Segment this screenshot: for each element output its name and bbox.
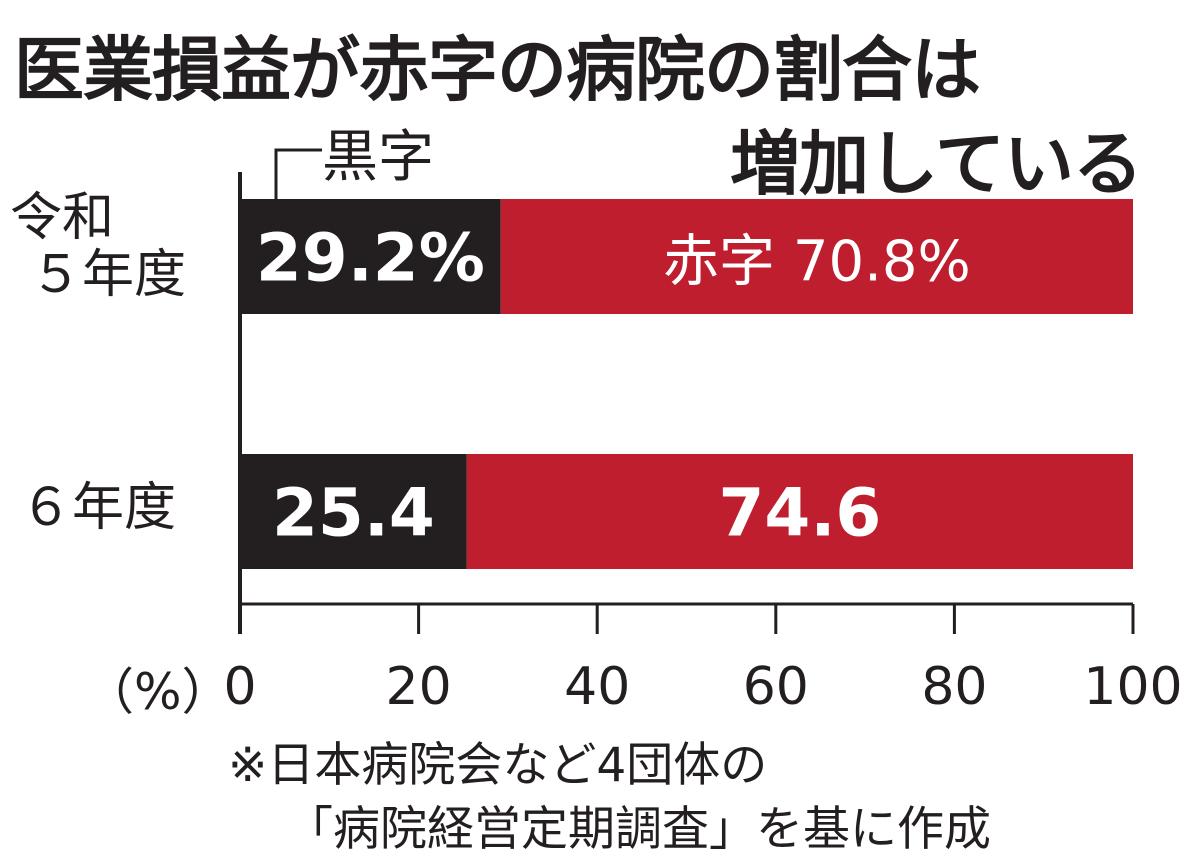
- data-label-black-1: 25.4: [272, 475, 435, 552]
- bar-segment-black-0: [240, 199, 501, 314]
- legend-label-black: 黒字: [322, 125, 434, 190]
- legend-bracket-line: [274, 148, 322, 200]
- bar-segment-black-1: [240, 454, 467, 569]
- bar-segment-red-0: [500, 199, 1134, 314]
- category-label-r6: ６年度: [20, 478, 220, 538]
- chart-title-line1: 医業損益が赤字の病院の割合は: [14, 29, 981, 111]
- x-tick-label-40: 40: [564, 657, 630, 717]
- category-label-r5-line1: 令和: [10, 188, 115, 248]
- x-tick-label-60: 60: [743, 657, 809, 717]
- category-label-r5: 令和 ５年度: [10, 188, 220, 306]
- data-label-black-0: 29.2%: [256, 220, 485, 297]
- bar-segment-red-1: [466, 454, 1133, 569]
- data-label-red-0: 赤字 70.8%: [663, 230, 971, 295]
- source-note-line2: 「病院経営定期調査」を基に作成: [286, 802, 991, 857]
- data-label-red-1: 74.6: [718, 475, 881, 552]
- units-label: （%）: [84, 663, 232, 721]
- x-tick-label-80: 80: [921, 657, 987, 717]
- x-tick-label-20: 20: [386, 657, 452, 717]
- category-label-r5-line2: ５年度: [30, 245, 187, 306]
- category-label-r6-line1: ６年度: [20, 478, 177, 538]
- chart-title-line2: 増加している: [730, 123, 1143, 205]
- x-tick-label-0: 0: [223, 657, 256, 717]
- x-tick-label-100: 100: [1083, 657, 1182, 717]
- source-note-line1: ※日本病院会など4団体の: [228, 738, 768, 793]
